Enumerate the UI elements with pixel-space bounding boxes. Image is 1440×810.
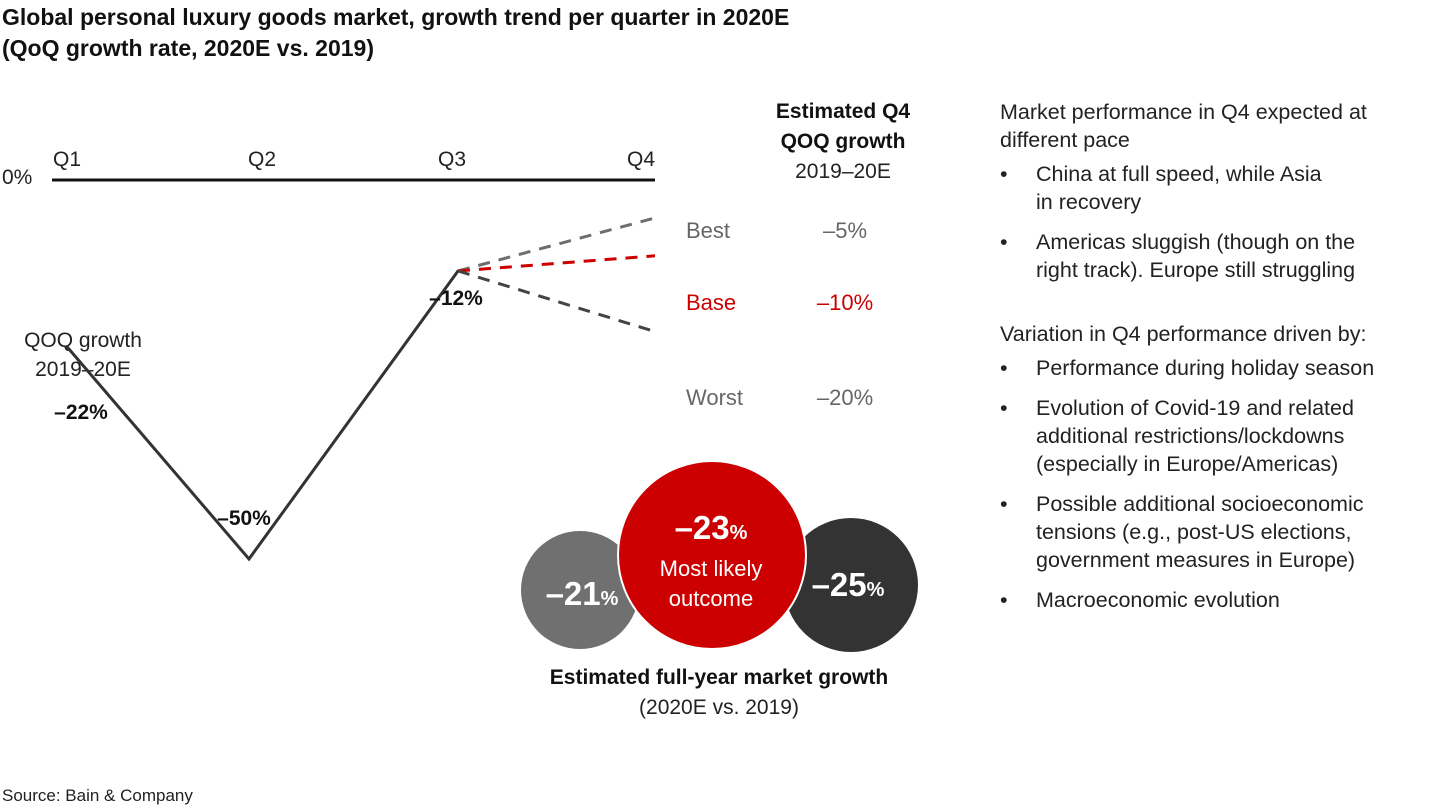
scenario-line-best — [457, 216, 656, 273]
section2-bullet-2: • Evolution of Covid-19 and related addi… — [1000, 394, 1440, 478]
section1-bullet-1: • China at full speed, while Asia in rec… — [1000, 160, 1440, 216]
section1-bullets: • China at full speed, while Asia in rec… — [1000, 160, 1440, 284]
bullet-text: (especially in Europe/Americas) — [1036, 452, 1339, 476]
scenario-line-base — [457, 254, 656, 273]
scenarios-header-line1: Estimated Q4 — [776, 100, 911, 123]
section2-lead: Variation in Q4 performance driven by: — [1000, 322, 1367, 346]
full-year-subtitle: (2020E vs. 2019) — [639, 696, 799, 719]
data-point-q2 — [247, 557, 251, 561]
scenario-line-worst — [457, 269, 656, 334]
section2-bullet-1: • Performance during holiday season — [1000, 354, 1440, 382]
chart-title: Global personal luxury goods market, gro… — [2, 2, 789, 64]
bullet-text: China at full speed, while Asia — [1036, 162, 1322, 186]
bullet-icon: • — [1000, 492, 1008, 516]
bullet-icon: • — [1000, 396, 1008, 420]
chart-area: 0% Q1 Q2 Q3 Q4 QOQ growth 2019–20E –22% –50% –12%… — [2, 100, 918, 719]
title-line-2: (QoQ growth rate, 2020E vs. 2019) — [2, 35, 374, 61]
outcome-bubble-left — [521, 531, 639, 649]
section1-lead-line1: Market performance in Q4 expected at — [1000, 100, 1367, 124]
scenario-name-worst: Worst — [686, 385, 743, 410]
scenario-value-worst: –20% — [817, 385, 873, 410]
scenarios-header-line2: QOQ growth — [781, 130, 906, 153]
bullet-text: right track). Europe still struggling — [1036, 258, 1356, 282]
bullet-text: government measures in Europe) — [1036, 548, 1356, 572]
source-note: Source: Bain & Company — [2, 786, 193, 805]
bullet-text: Americas sluggish (though on the — [1036, 230, 1356, 254]
outcome-caption-line2: outcome — [669, 586, 753, 611]
bullet-text: Evolution of Covid-19 and related — [1036, 396, 1354, 420]
quarter-label-q1: Q1 — [53, 148, 81, 171]
bullet-text: tensions (e.g., post-US elections, — [1036, 520, 1352, 544]
title-line-1: Global personal luxury goods market, gro… — [2, 4, 790, 30]
bullet-text: Possible additional socioeconomic — [1036, 492, 1364, 516]
outcome-caption-line1: Most likely — [660, 556, 763, 581]
full-year-title: Estimated full-year market growth — [550, 666, 888, 689]
bullet-text: in recovery — [1036, 190, 1142, 214]
bullet-text: Performance during holiday season — [1036, 356, 1375, 380]
section1-bullet-2: • Americas sluggish (though on the right… — [1000, 228, 1440, 284]
bullet-icon: • — [1000, 356, 1008, 380]
scenario-value-base: –10% — [817, 290, 873, 315]
y-axis-label-line2: 2019–20E — [35, 358, 131, 381]
scenarios-header-line3: 2019–20E — [795, 160, 891, 183]
section2-bullets: • Performance during holiday season • Ev… — [1000, 354, 1440, 614]
zero-axis-label: 0% — [2, 166, 32, 189]
section2-bullet-4: • Macroeconomic evolution — [1000, 586, 1440, 614]
outcome-value-left: –21% — [546, 575, 619, 612]
bullet-icon: • — [1000, 162, 1008, 186]
data-point-q1 — [65, 345, 69, 349]
scenario-name-best: Best — [686, 218, 730, 243]
right-panel: Market performance in Q4 expected at dif… — [1000, 98, 1440, 626]
data-label-q2: –50% — [217, 507, 271, 530]
outcome-value-center: –23% — [675, 509, 748, 546]
quarter-label-q4: Q4 — [627, 148, 655, 171]
quarter-label-q2: Q2 — [248, 148, 276, 171]
data-label-q1: –22% — [54, 401, 108, 424]
quarter-label-q3: Q3 — [438, 148, 466, 171]
bullet-text: Macroeconomic evolution — [1036, 588, 1280, 612]
section1-lead: Market performance in Q4 expected at dif… — [1000, 98, 1440, 154]
bullet-icon: • — [1000, 588, 1008, 612]
bullet-text: additional restrictions/lockdowns — [1036, 424, 1345, 448]
outcome-value-right: –25% — [812, 566, 885, 603]
outcome-bubble-center — [617, 460, 807, 650]
scenario-name-base: Base — [686, 290, 736, 315]
outcome-bubble-right — [784, 518, 918, 652]
section2-bullet-3: • Possible additional socioeconomic tens… — [1000, 490, 1440, 574]
bullet-icon: • — [1000, 230, 1008, 254]
scenario-value-best: –5% — [823, 218, 867, 243]
data-label-q3: –12% — [429, 287, 483, 310]
section1-lead-line2: different pace — [1000, 128, 1130, 152]
y-axis-label-line1: QOQ growth — [24, 329, 142, 352]
